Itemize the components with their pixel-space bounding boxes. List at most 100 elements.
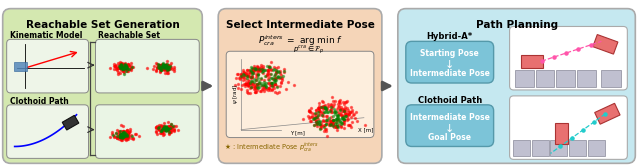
- Point: [163, 64, 173, 67]
- Point: [243, 84, 253, 87]
- Point: [121, 64, 131, 67]
- Point: [326, 123, 336, 126]
- Point: [315, 120, 325, 122]
- Point: [120, 65, 130, 68]
- Point: [242, 89, 252, 92]
- Point: [262, 69, 272, 71]
- Point: [159, 125, 169, 128]
- Point: [346, 116, 356, 118]
- Point: [586, 44, 596, 46]
- Point: [115, 136, 125, 139]
- Point: [257, 88, 267, 91]
- Point: [115, 65, 125, 67]
- Point: [275, 84, 285, 87]
- Point: [337, 114, 348, 117]
- FancyBboxPatch shape: [509, 27, 627, 90]
- Point: [303, 110, 314, 112]
- Point: [164, 129, 174, 132]
- Point: [142, 67, 152, 69]
- Point: [118, 132, 129, 135]
- Point: [332, 121, 342, 124]
- Point: [168, 125, 178, 127]
- Point: [275, 70, 285, 72]
- Text: Goal Pose: Goal Pose: [428, 133, 471, 142]
- Point: [157, 128, 167, 131]
- Point: [246, 76, 256, 79]
- Point: [122, 129, 132, 132]
- Point: [321, 123, 331, 126]
- Point: [262, 65, 272, 68]
- Point: [332, 123, 342, 126]
- Point: [157, 64, 167, 66]
- Point: [319, 105, 330, 108]
- Point: [157, 129, 167, 132]
- Point: [118, 130, 128, 133]
- Point: [321, 107, 331, 110]
- Point: [318, 105, 328, 107]
- Point: [264, 66, 275, 69]
- Point: [119, 63, 129, 66]
- Point: [153, 66, 163, 69]
- Point: [115, 136, 125, 138]
- Point: [330, 110, 340, 113]
- Point: [161, 127, 172, 129]
- Point: [333, 124, 344, 127]
- Point: [337, 108, 347, 110]
- Point: [323, 106, 333, 108]
- Point: [164, 128, 174, 130]
- Point: [125, 68, 135, 71]
- Point: [259, 80, 269, 83]
- Point: [163, 126, 173, 128]
- Point: [134, 135, 145, 137]
- Point: [330, 118, 340, 120]
- Point: [253, 70, 263, 72]
- Point: [113, 66, 123, 69]
- Point: [252, 66, 262, 68]
- Text: ★ : Intermediate Pose $p^{inters}_{cra}$: ★ : Intermediate Pose $p^{inters}_{cra}$: [224, 140, 319, 153]
- Point: [352, 120, 362, 123]
- Point: [248, 87, 259, 90]
- Point: [112, 136, 122, 139]
- Point: [159, 64, 169, 67]
- Point: [127, 66, 138, 68]
- Point: [329, 107, 339, 110]
- Point: [252, 89, 262, 91]
- Point: [243, 79, 253, 81]
- Point: [163, 128, 173, 130]
- Point: [273, 75, 284, 78]
- Point: [347, 109, 357, 112]
- Point: [114, 135, 124, 138]
- Point: [151, 62, 161, 65]
- Point: [346, 124, 356, 127]
- Point: [162, 67, 172, 69]
- Point: [237, 72, 248, 75]
- Point: [332, 114, 342, 117]
- Text: $\psi$ [rad]: $\psi$ [rad]: [231, 84, 240, 104]
- Point: [162, 129, 172, 131]
- Point: [309, 118, 319, 120]
- Point: [328, 119, 338, 121]
- Point: [163, 129, 173, 131]
- Point: [240, 72, 250, 75]
- Point: [118, 132, 128, 135]
- Point: [126, 66, 136, 69]
- Point: [310, 117, 321, 119]
- Point: [326, 111, 337, 114]
- Point: [244, 69, 255, 72]
- Point: [266, 82, 276, 85]
- Point: [339, 111, 349, 114]
- Point: [154, 126, 164, 129]
- Point: [114, 64, 124, 66]
- Point: [156, 69, 166, 71]
- Point: [253, 77, 263, 79]
- Point: [155, 66, 165, 68]
- Point: [157, 65, 167, 67]
- Point: [312, 114, 323, 116]
- Point: [154, 66, 164, 69]
- Point: [262, 87, 273, 89]
- Point: [333, 100, 344, 102]
- Point: [335, 112, 346, 115]
- Point: [256, 63, 266, 66]
- Point: [344, 113, 354, 115]
- Point: [333, 106, 344, 109]
